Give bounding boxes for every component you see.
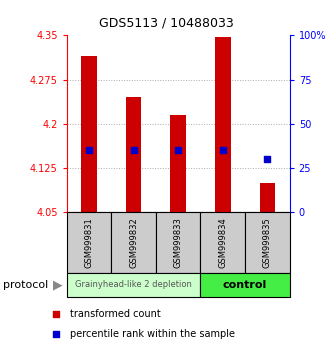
Point (131, 148, 136, 153)
Bar (111, 212, 156, 273)
Bar (126, 97, 141, 212)
Bar (215, 37, 230, 212)
Bar (200, 212, 245, 273)
Text: GSM999831: GSM999831 (84, 217, 94, 268)
Text: GDS5113 / 10488033: GDS5113 / 10488033 (99, 17, 234, 29)
Text: protocol: protocol (3, 280, 49, 290)
Bar (200, 273, 290, 297)
Bar (67, 273, 200, 297)
Point (86, 148, 92, 153)
Text: percentile rank within the sample: percentile rank within the sample (70, 329, 235, 339)
Bar (260, 183, 275, 212)
Bar (245, 212, 290, 273)
Text: GSM999835: GSM999835 (263, 217, 272, 268)
Text: transformed count: transformed count (70, 309, 161, 319)
Text: Grainyhead-like 2 depletion: Grainyhead-like 2 depletion (75, 280, 192, 290)
Point (265, 156, 270, 162)
Bar (170, 115, 186, 212)
Point (175, 148, 181, 153)
Bar (67, 212, 111, 273)
Point (240, 56, 246, 61)
Text: control: control (223, 280, 267, 290)
Text: GSM999834: GSM999834 (218, 217, 227, 268)
Text: ▶: ▶ (54, 279, 63, 291)
Bar (81, 56, 97, 212)
Point (220, 148, 225, 153)
Bar (156, 212, 200, 273)
Text: GSM999832: GSM999832 (129, 217, 138, 268)
Text: GSM999833: GSM999833 (173, 217, 183, 268)
Point (240, 233, 246, 238)
